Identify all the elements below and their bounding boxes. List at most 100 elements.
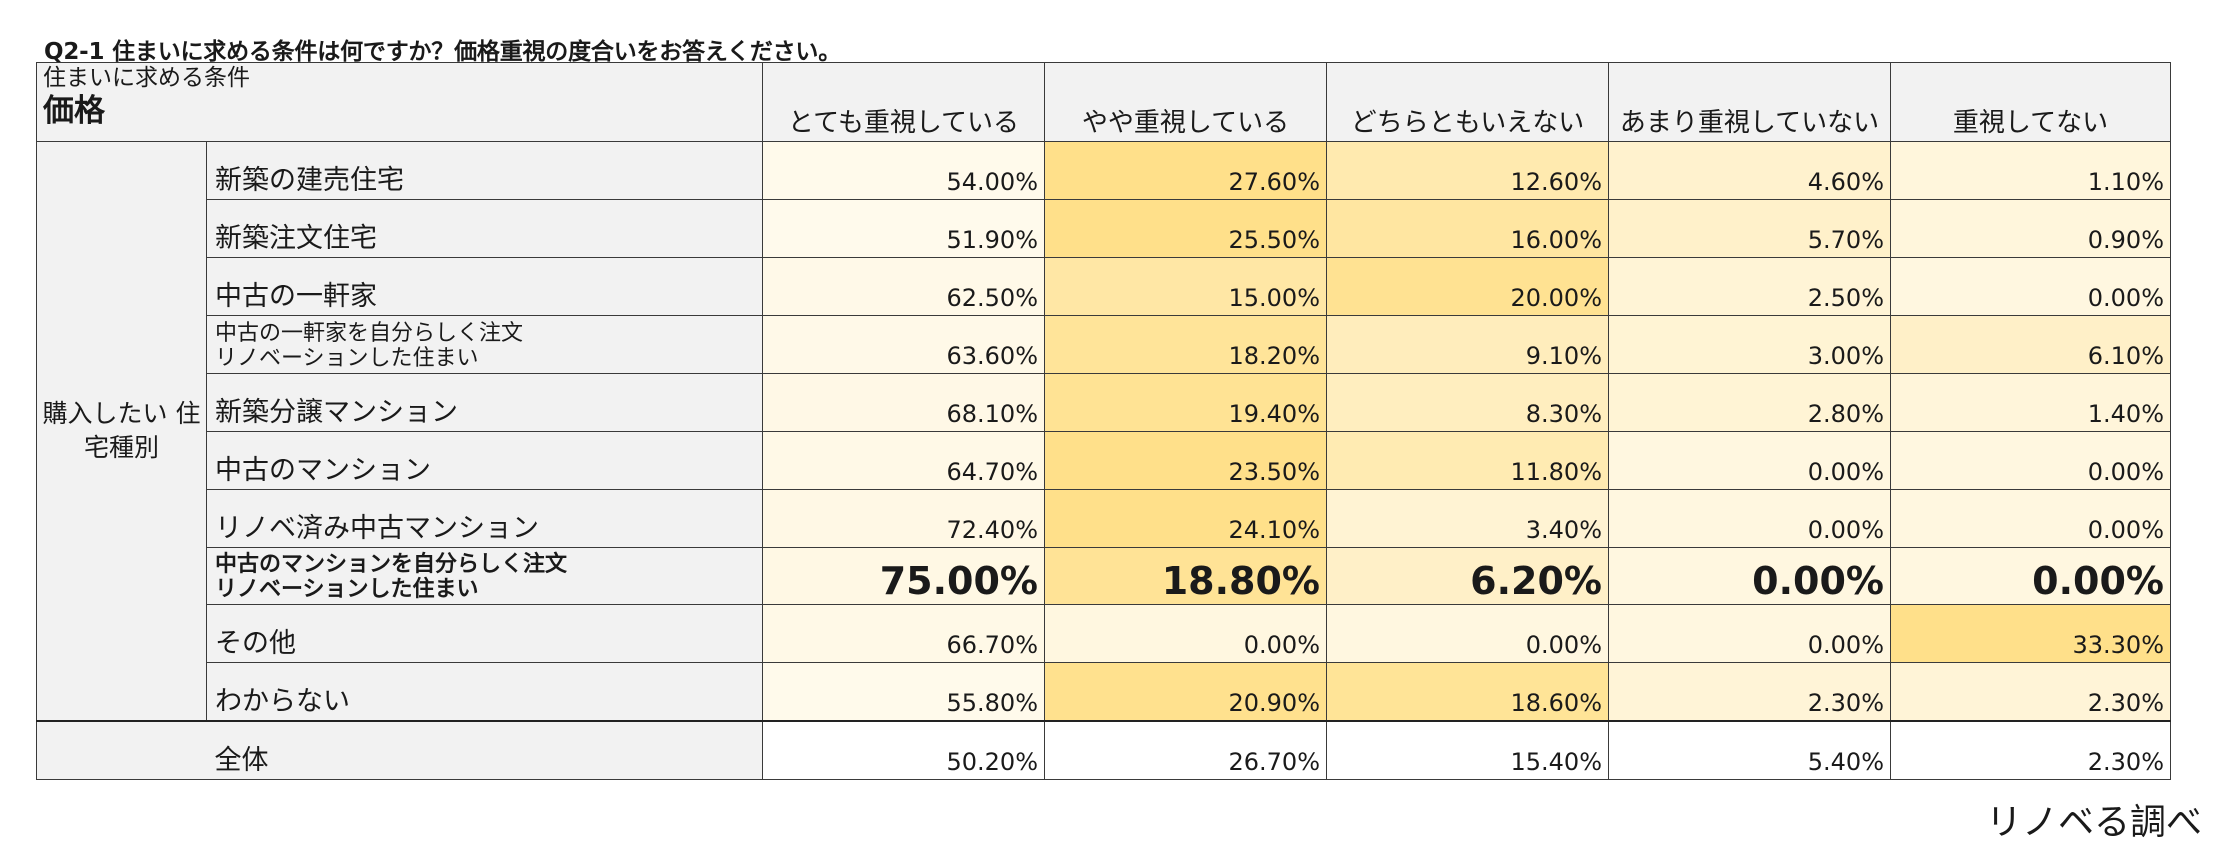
value-cell: 0.00% xyxy=(1608,547,1891,605)
value-cell: 0.00% xyxy=(1044,604,1327,663)
table-row: わからない 55.80% 20.90% 18.60% 2.30% 2.30% xyxy=(37,662,2171,722)
value-cell: 18.60% xyxy=(1326,662,1609,722)
table-row: リノベ済み中古マンション 72.40% 24.10% 3.40% 0.00% 0.00% xyxy=(37,489,2171,548)
row-label-text: 中古の一軒家を自分らしく注文 リノベーションした住まい xyxy=(215,321,524,371)
table-row: 購入したい 住宅種別 新築の建売住宅 54.00% 27.60% 12.60% 4.60%… xyxy=(36,141,2171,722)
value-cell: 1.40% xyxy=(1890,373,2171,432)
total-value-cell: 26.70% xyxy=(1044,720,1327,780)
value-cell: 3.40% xyxy=(1326,489,1609,548)
value-cell: 25.50% xyxy=(1044,199,1327,258)
total-label: 全体 xyxy=(206,720,763,780)
value-cell: 75.00% xyxy=(762,547,1045,605)
table-row: 新築分譲マンション 68.10% 19.40% 8.30% 2.80% 1.40% xyxy=(37,373,2171,432)
value-cell: 6.20% xyxy=(1326,547,1609,605)
table-row: 中古の一軒家を自分らしく注文 リノベーションした住まい 63.60% 18.20% 9… xyxy=(37,315,2171,374)
column-header: どちらともいえない xyxy=(1326,62,1609,142)
value-cell: 2.30% xyxy=(1890,662,2171,722)
corner-title: 価格 xyxy=(43,93,105,129)
value-cell: 8.30% xyxy=(1326,373,1609,432)
column-header: とても重視している xyxy=(762,62,1045,142)
value-cell: 51.90% xyxy=(762,199,1045,258)
row-label-text: わからない xyxy=(215,686,350,717)
value-cell: 6.10% xyxy=(1890,315,2171,374)
column-header: やや重視している xyxy=(1044,62,1327,142)
value-cell: 18.20% xyxy=(1044,315,1327,374)
row-label-text: 新築の建売住宅 xyxy=(215,165,404,196)
value-cell: 16.00% xyxy=(1326,199,1609,258)
value-cell: 0.00% xyxy=(1890,547,2171,605)
value-cell: 19.40% xyxy=(1044,373,1327,432)
value-cell: 27.60% xyxy=(1044,141,1327,200)
value-cell: 24.10% xyxy=(1044,489,1327,548)
value-cell: 33.30% xyxy=(1890,604,2171,663)
value-cell: 63.60% xyxy=(762,315,1045,374)
row-label: 新築注文住宅 xyxy=(206,199,763,258)
value-cell: 64.70% xyxy=(762,431,1045,490)
value-cell: 2.30% xyxy=(1608,662,1891,722)
row-label-text: その他 xyxy=(215,628,296,659)
value-cell: 9.10% xyxy=(1326,315,1609,374)
value-cell: 72.40% xyxy=(762,489,1045,548)
source-credit: リノベる調べ xyxy=(1985,802,2202,843)
group-label: 購入したい 住宅種別 xyxy=(36,141,207,722)
value-cell: 0.00% xyxy=(1890,489,2171,548)
value-cell: 54.00% xyxy=(762,141,1045,200)
value-cell: 2.80% xyxy=(1608,373,1891,432)
value-cell: 0.00% xyxy=(1890,431,2171,490)
row-label: その他 xyxy=(206,604,763,663)
value-cell: 66.70% xyxy=(762,604,1045,663)
value-cell: 12.60% xyxy=(1326,141,1609,200)
value-cell: 68.10% xyxy=(762,373,1045,432)
column-header: あまり重視していない xyxy=(1608,62,1891,142)
value-cell: 2.50% xyxy=(1608,257,1891,316)
row-label: 中古のマンションを自分らしく注文 リノベーションした住まい xyxy=(206,547,763,605)
question-title: Q2-1 住まいに求める条件は何ですか？価格重視の度合いをお答えください。 xyxy=(44,39,842,65)
row-label-text: 中古のマンションを自分らしく注文 リノベーションした住まい xyxy=(215,552,568,602)
value-cell: 20.00% xyxy=(1326,257,1609,316)
corner-subtitle: 住まいに求める条件 xyxy=(43,65,250,91)
total-value-cell: 5.40% xyxy=(1608,720,1891,780)
table-row: その他 66.70% 0.00% 0.00% 0.00% 33.30% xyxy=(37,604,2171,663)
value-cell: 0.00% xyxy=(1608,431,1891,490)
value-cell: 62.50% xyxy=(762,257,1045,316)
row-label: わからない xyxy=(206,662,763,722)
row-label: 中古のマンション xyxy=(206,431,763,490)
value-cell: 0.00% xyxy=(1890,257,2171,316)
header-row: 住まいに求める条件 価格 とても重視している やや重視している どちらともいえな… xyxy=(36,62,2171,142)
row-label-text: リノベ済み中古マンション xyxy=(215,513,539,544)
value-cell: 5.70% xyxy=(1608,199,1891,258)
total-value-cell: 2.30% xyxy=(1890,720,2171,780)
value-cell: 11.80% xyxy=(1326,431,1609,490)
table-row: 中古のマンション 64.70% 23.50% 11.80% 0.00% 0.00% xyxy=(37,431,2171,490)
total-value-cell: 15.40% xyxy=(1326,720,1609,780)
row-label: 新築分譲マンション xyxy=(206,373,763,432)
value-cell: 23.50% xyxy=(1044,431,1327,490)
value-cell: 3.00% xyxy=(1608,315,1891,374)
column-header: 重視してない xyxy=(1890,62,2171,142)
value-cell: 18.80% xyxy=(1044,547,1327,605)
row-label: 中古の一軒家を自分らしく注文 リノベーションした住まい xyxy=(206,315,763,374)
row-label-text: 中古の一軒家 xyxy=(215,281,377,312)
value-cell: 15.00% xyxy=(1044,257,1327,316)
results-table: 住まいに求める条件 価格 とても重視している やや重視している どちらともいえな… xyxy=(36,62,2171,780)
value-cell: 0.00% xyxy=(1608,604,1891,663)
value-cell: 0.00% xyxy=(1608,489,1891,548)
value-cell: 0.00% xyxy=(1326,604,1609,663)
row-label: 新築の建売住宅 xyxy=(206,141,763,200)
value-cell: 4.60% xyxy=(1608,141,1891,200)
value-cell: 0.90% xyxy=(1890,199,2171,258)
row-label: 中古の一軒家 xyxy=(206,257,763,316)
value-cell: 20.90% xyxy=(1044,662,1327,722)
total-value-cell: 50.20% xyxy=(762,720,1045,780)
table-row: 中古のマンションを自分らしく注文 リノベーションした住まい 75.00% 18.80… xyxy=(37,547,2171,605)
table-row: 中古の一軒家 62.50% 15.00% 20.00% 2.50% 0.00% xyxy=(37,257,2171,316)
corner-header: 住まいに求める条件 価格 xyxy=(36,62,763,142)
total-row: 全体 50.20% 26.70% 15.40% 5.40% 2.30% xyxy=(36,720,2171,780)
row-label: リノベ済み中古マンション xyxy=(206,489,763,548)
row-label-text: 新築注文住宅 xyxy=(215,223,377,254)
table-row: 新築注文住宅 51.90% 25.50% 16.00% 5.70% 0.90% xyxy=(37,199,2171,258)
total-spacer xyxy=(36,720,207,780)
row-label-text: 新築分譲マンション xyxy=(215,397,458,428)
row-label-text: 中古のマンション xyxy=(215,455,431,486)
value-cell: 55.80% xyxy=(762,662,1045,722)
